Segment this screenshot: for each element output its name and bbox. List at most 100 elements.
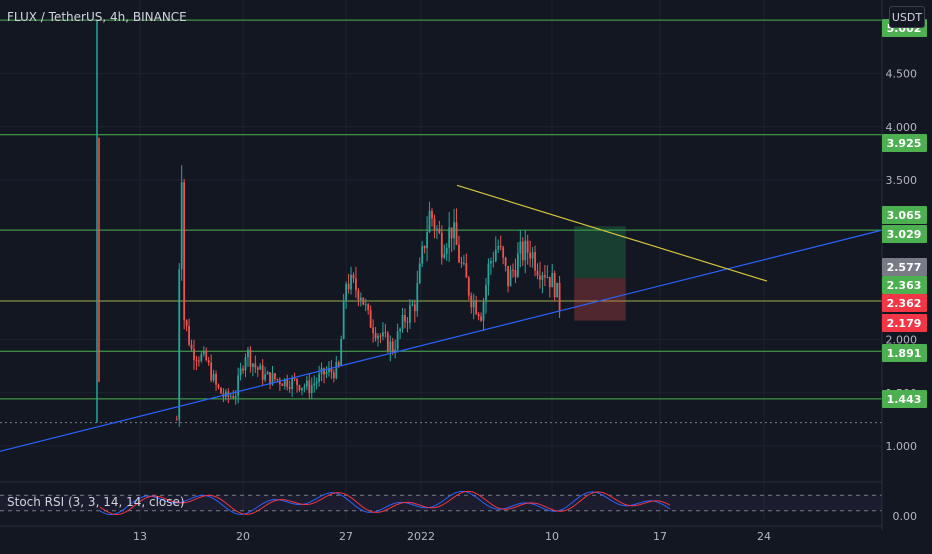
price-label: 2.363 <box>882 276 927 294</box>
chart-title: FLUX / TetherUS, 4h, BINANCE <box>7 10 187 24</box>
candle-body <box>197 360 200 362</box>
candle-body <box>421 246 424 264</box>
candle-body <box>482 301 485 321</box>
candle-body <box>526 240 529 253</box>
candle-body <box>470 295 473 308</box>
candle-body <box>462 263 465 265</box>
candle-body <box>556 282 559 298</box>
candle-body <box>234 396 237 398</box>
candle-body <box>443 253 446 258</box>
candle-body <box>271 373 274 385</box>
candle-body <box>382 332 384 337</box>
candle-body <box>492 260 495 262</box>
candle-body <box>489 261 492 264</box>
price-label: 1.443 <box>882 390 927 408</box>
trendlines[interactable] <box>0 184 883 452</box>
currency-button[interactable]: USDT <box>889 6 925 28</box>
candle-body <box>499 245 502 248</box>
candle-body <box>249 349 252 367</box>
candle-body <box>541 275 544 280</box>
y-tick-label: 2.000 <box>886 334 918 347</box>
price-label-bg <box>882 390 927 408</box>
candle-body <box>185 320 188 326</box>
candle-body <box>274 373 276 380</box>
candle-body <box>440 232 443 258</box>
candle-body <box>296 378 298 386</box>
candle-body <box>377 335 379 339</box>
candle-body <box>244 357 247 371</box>
candle-body <box>423 246 426 249</box>
axes: 13202720221017244.5004.0003.5002.0001.50… <box>0 0 917 543</box>
candle-body <box>399 328 401 332</box>
candle-body <box>472 300 475 308</box>
candle-body <box>543 275 546 278</box>
position-tool[interactable] <box>574 226 626 321</box>
price-label-bg <box>882 258 927 276</box>
candle-body <box>269 372 271 385</box>
candle-body <box>372 327 375 334</box>
candle-body <box>539 275 541 280</box>
candle-body <box>460 262 463 264</box>
candle-body <box>291 378 294 390</box>
candle-body <box>416 283 419 312</box>
y-tick-label: 3.500 <box>886 174 918 187</box>
candle-body <box>310 385 313 394</box>
candle-body <box>328 368 330 373</box>
price-label-text: 3.925 <box>887 137 922 150</box>
candle-body <box>308 380 311 394</box>
x-tick-label: 20 <box>236 530 250 543</box>
candle-body <box>379 335 382 337</box>
candle-body <box>239 368 242 376</box>
candle-body <box>178 269 181 420</box>
candle-body <box>298 385 301 391</box>
candle-body <box>229 396 232 398</box>
candle-body <box>261 365 264 380</box>
candle-body <box>502 247 505 258</box>
candle-body <box>345 283 348 301</box>
rsi-k-line <box>99 490 671 515</box>
price-label: 2.577 <box>882 258 927 276</box>
candle-body <box>509 269 512 287</box>
candle-body <box>389 341 392 352</box>
x-tick-label: 27 <box>339 530 353 543</box>
price-label-text: 1.891 <box>887 347 922 360</box>
price-label: 2.179 <box>882 314 927 332</box>
candle-body <box>237 375 240 397</box>
price-label: 3.925 <box>882 134 927 152</box>
price-label-text: 2.179 <box>887 317 922 330</box>
candle-body <box>477 313 480 317</box>
candle-body <box>202 350 205 355</box>
candle-body <box>551 272 554 288</box>
price-label-bg <box>882 276 927 294</box>
candle-body <box>428 210 431 233</box>
candle-body <box>458 244 460 263</box>
candle-body <box>534 252 536 271</box>
price-label-text: 1.443 <box>887 393 922 406</box>
candle-body <box>514 269 517 277</box>
candle-body <box>242 368 244 371</box>
candle-body <box>335 362 338 379</box>
candle-body <box>396 331 399 350</box>
price-label-text: 2.363 <box>887 279 922 292</box>
candle-body <box>276 379 279 381</box>
x-tick-label: 13 <box>133 530 147 543</box>
price-label-text: 3.029 <box>887 228 922 241</box>
candle-body <box>215 373 217 385</box>
candle-body <box>313 383 316 386</box>
candle-body <box>401 314 404 329</box>
price-label: 3.029 <box>882 225 927 243</box>
y-tick-label: 1.000 <box>886 440 918 453</box>
candle-body <box>183 182 186 321</box>
price-label: 1.891 <box>882 344 927 362</box>
candle-body <box>283 378 286 387</box>
x-tick-label: 10 <box>545 530 559 543</box>
candle-body <box>413 304 416 312</box>
price-label: 2.362 <box>882 294 927 312</box>
candle-body <box>332 372 335 379</box>
candle-body <box>391 341 394 352</box>
candle-body <box>180 182 183 270</box>
candle-body <box>536 270 539 276</box>
candle-body <box>207 360 210 363</box>
